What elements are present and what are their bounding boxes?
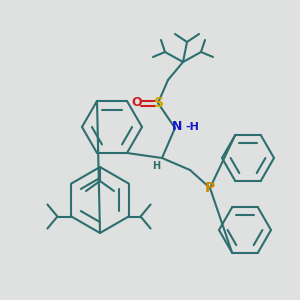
Text: H: H <box>152 161 160 171</box>
Text: -H: -H <box>185 122 199 132</box>
Text: N: N <box>172 121 182 134</box>
Text: S: S <box>154 96 164 110</box>
Text: O: O <box>132 97 142 110</box>
Text: P: P <box>205 181 215 195</box>
